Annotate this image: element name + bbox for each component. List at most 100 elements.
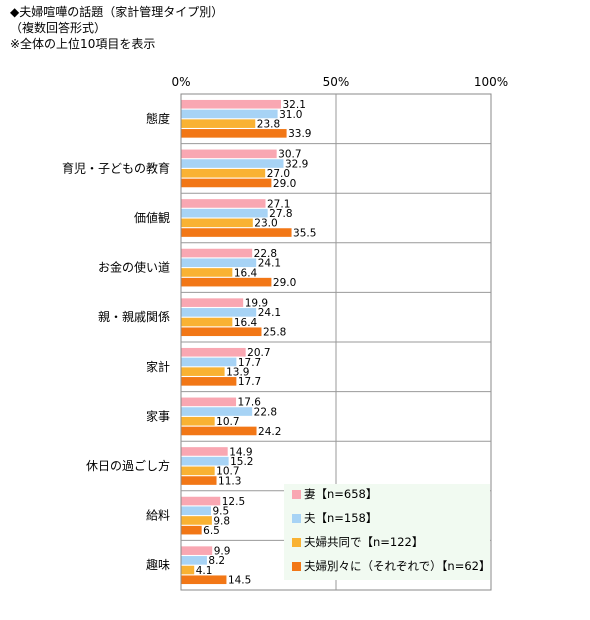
bar-value-label: 10.7 — [216, 416, 239, 428]
bar — [181, 208, 268, 218]
bar-value-label: 9.9 — [214, 545, 231, 557]
bar — [181, 308, 257, 317]
legend-item-joint: 夫婦共同で【n=122】 — [292, 534, 423, 550]
bar — [181, 456, 229, 466]
chart-title: ◆夫婦喧嘩の話題（家計管理タイプ別） — [10, 5, 224, 19]
category-label: 趣味 — [146, 557, 170, 572]
bar-value-label: 24.2 — [258, 426, 281, 438]
legend-item-husband: 夫【n=158】 — [292, 510, 377, 526]
bar — [181, 367, 225, 376]
bar-value-label: 32.1 — [283, 99, 306, 111]
bar-value-label: 14.5 — [228, 575, 251, 587]
bar — [181, 426, 257, 436]
legend: 妻【n=658】 夫【n=158】 夫婦共同で【n=122】 夫婦別々に（それぞ… — [284, 484, 490, 580]
bar-value-label: 8.2 — [208, 555, 225, 567]
category-label: 給料 — [146, 509, 170, 523]
bar-value-label: 27.1 — [267, 198, 290, 210]
chart-titles: ◆夫婦喧嘩の話題（家計管理タイプ別） （複数回答形式） ※全体の上位10項目を表… — [10, 4, 223, 52]
bar-value-label: 17.6 — [238, 397, 262, 409]
bar-value-label: 20.7 — [247, 347, 270, 359]
bar — [181, 99, 282, 109]
bar — [181, 466, 215, 476]
bar — [181, 298, 244, 307]
bar — [181, 506, 211, 516]
legend-swatch — [292, 561, 301, 571]
bar-value-label: 31.0 — [279, 109, 302, 121]
legend-label: 夫【n=158】 — [304, 511, 378, 525]
bar-value-label: 32.9 — [285, 158, 308, 170]
bar — [181, 447, 228, 456]
bar-value-label: 10.7 — [216, 466, 239, 478]
bar-value-label: 33.9 — [288, 128, 311, 140]
bar — [181, 277, 272, 287]
legend-label: 夫婦共同で【n=122】 — [304, 535, 424, 549]
bar-value-label: 22.8 — [254, 248, 277, 260]
bar — [181, 327, 262, 337]
legend-label: 夫婦別々に（それぞれで）【n=62】 — [304, 559, 491, 573]
bar-value-label: 19.9 — [245, 297, 268, 309]
bar — [181, 129, 287, 138]
bar — [181, 347, 246, 357]
bar-value-label: 15.2 — [230, 456, 253, 468]
bar — [181, 317, 233, 327]
bar-value-label: 16.4 — [234, 317, 258, 329]
bar — [181, 357, 237, 367]
legend-item-wife: 妻【n=658】 — [292, 486, 377, 502]
bar — [181, 496, 221, 506]
bar-value-label: 29.0 — [273, 178, 296, 190]
bar-value-label: 27.8 — [269, 208, 292, 220]
bar-value-label: 6.5 — [203, 525, 220, 537]
bar — [181, 416, 215, 426]
category-label: 休日の過ごし方 — [86, 458, 170, 473]
bar — [181, 516, 212, 525]
bar — [181, 575, 227, 585]
bar-value-label: 29.0 — [273, 277, 296, 289]
legend-swatch — [292, 489, 301, 499]
bar — [181, 248, 253, 258]
bar-value-label: 30.7 — [278, 149, 301, 161]
bar-value-label: 14.9 — [229, 446, 252, 458]
bar — [181, 556, 207, 565]
bar-value-label: 12.5 — [222, 496, 245, 508]
bar-value-label: 25.8 — [263, 327, 286, 339]
category-label: お金の使い道 — [98, 260, 170, 275]
bar-value-label: 13.9 — [226, 366, 249, 378]
bar-value-label: 23.0 — [254, 218, 277, 230]
bar — [181, 525, 202, 535]
category-label: 育児・子どもの教育 — [62, 160, 170, 175]
bar-value-label: 17.7 — [238, 376, 261, 388]
bar — [181, 546, 213, 555]
bar — [181, 397, 237, 407]
legend-item-separate: 夫婦別々に（それぞれで）【n=62】 — [292, 558, 490, 574]
bar — [181, 109, 278, 119]
bar-value-label: 35.5 — [293, 227, 316, 239]
bar — [181, 258, 257, 268]
bar-value-label: 11.3 — [218, 475, 241, 487]
bar — [181, 218, 253, 228]
bar-value-label: 9.5 — [212, 506, 229, 518]
category-label: 価値観 — [134, 210, 170, 225]
bar — [181, 119, 256, 128]
category-label: 態度 — [146, 111, 170, 126]
bar-value-label: 24.1 — [258, 258, 281, 270]
x-tick-label: 100% — [474, 75, 508, 89]
legend-label: 妻【n=658】 — [304, 487, 378, 501]
bar — [181, 178, 272, 188]
bar — [181, 268, 233, 277]
bar-value-label: 17.7 — [238, 357, 261, 369]
bar — [181, 149, 277, 159]
bar — [181, 228, 292, 237]
category-label: 家事 — [146, 408, 170, 423]
bar — [181, 407, 253, 416]
x-tick-label: 50% — [323, 75, 350, 89]
bar-value-label: 22.8 — [254, 406, 277, 418]
legend-swatch — [292, 537, 301, 547]
bar-value-label: 16.4 — [234, 267, 258, 279]
chart-note: ※全体の上位10項目を表示 — [10, 37, 156, 51]
bar-value-label: 23.8 — [257, 118, 280, 130]
bar-value-label: 4.1 — [196, 565, 213, 577]
category-label: 家計 — [146, 359, 170, 374]
bar — [181, 565, 195, 575]
bar — [181, 476, 217, 485]
